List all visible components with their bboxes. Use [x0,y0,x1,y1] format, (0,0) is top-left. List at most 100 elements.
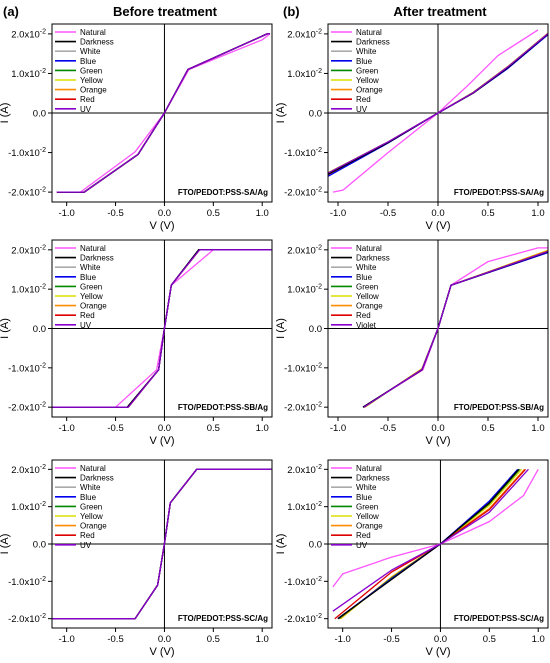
y-axis-label: I (A) [275,318,287,339]
x-tick-label: 0.0 [431,208,444,219]
legend-entry: White [80,263,101,272]
y-tick-label: 2.0x10-2 [11,244,46,256]
x-tick-label: -0.5 [107,423,123,434]
x-tick-label: 1.0 [531,208,544,219]
sample-label: FTO/PEDOT:PSS-SA/Ag [178,188,268,197]
y-tick-label: 0.0 [33,109,46,120]
series-line-uv [52,249,272,408]
sample-label: FTO/PEDOT:PSS-SB/Ag [454,403,544,412]
legend-entry: Yellow [356,512,379,521]
x-tick-label: 1.0 [532,634,545,645]
y-tick-label: -2.0x10-2 [8,402,46,414]
x-tick-label: 0.5 [207,423,220,434]
y-tick-label: 2.0x10-2 [287,28,322,40]
y-axis-label: I (A) [275,534,287,555]
y-tick-label: -1.0x10-2 [8,362,46,374]
x-axis-label: V (V) [425,646,450,658]
y-tick-label: -1.0x10-2 [8,576,46,588]
column-title-after: After treatment [393,4,487,19]
series-group [56,33,271,193]
legend-entry: White [80,47,101,56]
legend-entry: Green [356,282,378,291]
sample-label: FTO/PEDOT:PSS-SA/Ag [454,188,544,197]
legend-entry: Natural [80,28,106,37]
legend-entry: Green [356,502,378,511]
legend-entry: UV [356,105,368,114]
y-tick-label: 2.0x10-2 [11,464,46,476]
legend-entry: Blue [356,57,373,66]
y-tick-label: 0.0 [33,324,46,335]
x-tick-label: 1.0 [256,423,269,434]
series-line-uv [56,33,270,193]
y-axis-label: I (A) [0,318,11,339]
y-tick-label: 1.0x10-2 [287,284,322,296]
legend-entry: UV [80,105,92,114]
y-tick-label: -2.0x10-2 [8,613,46,625]
y-tick-label: 0.0 [309,324,322,335]
y-tick-label: 2.0x10-2 [287,464,322,476]
legend-entry: Natural [356,28,382,37]
legend-entry: Blue [80,57,97,66]
x-tick-label: -1.0 [58,208,74,219]
legend-entry: Orange [80,302,107,311]
legend-entry: White [356,263,377,272]
legend: NaturalDarknessWhiteBlueGreenYellowOrang… [55,244,114,330]
x-tick-label: 0.0 [158,634,171,645]
x-tick-label: -0.5 [383,634,399,645]
x-tick-label: 1.0 [531,423,544,434]
series-group [52,468,272,620]
y-tick-label: 0.0 [309,109,322,120]
legend-entry: UV [80,321,92,330]
chart-a3: -1.0 -0.5 0.0 0.5 1.0 -2.0x10-2 -1.0x10-2 0.0 1.… [0,459,273,658]
column-title-before: Before treatment [113,4,218,19]
y-tick-label: -2.0x10-2 [284,402,322,414]
x-tick-label: 0.5 [481,208,494,219]
x-tick-label: -1.0 [334,634,350,645]
x-axis-label: V (V) [149,220,174,232]
legend-entry: Blue [356,493,373,502]
y-tick-label: -2.0x10-2 [284,187,322,199]
series-line-blue [362,251,548,408]
legend: NaturalDarknessWhiteBlueGreenYellowOrang… [55,464,114,550]
y-tick-label: -1.0x10-2 [284,362,322,374]
x-tick-label: 0.0 [431,423,444,434]
legend-entry: Yellow [80,76,103,85]
series-group [52,249,272,408]
legend-entry: Darkness [80,474,114,483]
x-tick-label: -1.0 [58,423,74,434]
x-tick-label: -1.0 [330,423,346,434]
x-tick-label: 1.0 [256,634,269,645]
series-line-uv [332,468,529,612]
y-tick-label: -1.0x10-2 [284,576,322,588]
legend-entry: Darkness [356,474,390,483]
x-axis-label: V (V) [149,646,174,658]
x-axis-label: V (V) [425,435,450,447]
legend-entry: Green [80,66,102,75]
legend-entry: Darkness [80,38,114,47]
chart-a1: -1.0 -0.5 0.0 0.5 1.0 -2.0x10-2 -1.0x10-2 0.0 1.… [0,23,273,232]
x-tick-label: -1.0 [330,208,346,219]
y-axis-label: I (A) [0,103,11,124]
legend-entry: Red [80,531,95,540]
legend-entry: Orange [356,302,383,311]
legend-entry: Darkness [80,254,114,263]
y-tick-label: -1.0x10-2 [284,147,322,159]
y-tick-label: 2.0x10-2 [287,244,322,256]
y-tick-label: 1.0x10-2 [11,501,46,513]
legend-entry: Orange [80,522,107,531]
legend-entry: Yellow [356,292,379,301]
legend: NaturalDarknessWhiteBlueGreenYellowOrang… [331,28,390,114]
legend-entry: Natural [80,464,106,473]
sample-label: FTO/PEDOT:PSS-SC/Ag [454,614,544,623]
series-line-uv [328,32,548,174]
legend-entry: UV [356,541,368,550]
series-line-white [363,250,548,408]
series-line-uv [52,468,272,620]
legend-entry: Blue [80,273,97,282]
x-axis-label: V (V) [425,220,450,232]
legend-entry: Green [356,66,378,75]
x-tick-label: 0.5 [483,634,496,645]
chart-a2: -1.0 -0.5 0.0 0.5 1.0 -2.0x10-2 -1.0x10-2 0.0 1.… [0,239,273,447]
